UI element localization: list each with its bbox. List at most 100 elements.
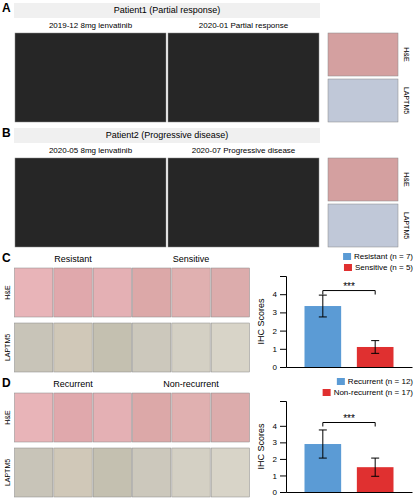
- y-tick-mark: [280, 367, 286, 368]
- y-tick-mark: [280, 331, 286, 332]
- row-label: LAPTM5: [403, 87, 410, 114]
- panel-title: Patient2 (Progressive disease): [106, 130, 229, 140]
- image-placeholder: [172, 323, 210, 372]
- image-placeholder: [15, 158, 166, 247]
- y-tick-mark: [280, 475, 286, 476]
- figure: A Patient1 (Partial response) 2019-12 8mg …: [0, 0, 418, 500]
- image-placeholder: [54, 323, 92, 372]
- image-placeholder: [93, 268, 131, 317]
- y-tick-mark: [280, 442, 286, 443]
- y-tick-mark: [280, 312, 286, 313]
- y-tick: 1: [273, 345, 286, 354]
- legend-label: Sensitive (n = 5): [355, 263, 413, 272]
- y-tick-label: 1: [273, 472, 278, 481]
- image-placeholder: [133, 393, 171, 442]
- image-placeholder: [211, 268, 249, 317]
- y-tick: 4: [273, 422, 286, 431]
- title-background: [14, 3, 320, 18]
- column-title: Recurrent: [53, 379, 93, 389]
- y-tick: 3: [273, 308, 286, 317]
- y-tick-mark: [280, 349, 286, 350]
- image-placeholder: [211, 323, 249, 372]
- image-placeholder: [93, 323, 131, 372]
- subtitle: 2020-01 Partial response: [199, 21, 289, 30]
- y-tick: 2: [273, 327, 286, 336]
- y-axis-title: IHC Scores: [256, 298, 266, 345]
- legend-label: Recurrent (n = 12): [348, 377, 413, 386]
- y-tick: 1: [273, 472, 286, 481]
- row-label: H&E: [403, 172, 410, 187]
- legend-swatch: [323, 389, 331, 396]
- image-placeholder: [211, 448, 249, 497]
- image-placeholder: [172, 448, 210, 497]
- legend: Recurrent (n = 12) Non-recurrent (n = 17): [323, 377, 414, 397]
- legend-label: Non-recurrent (n = 17): [334, 388, 414, 397]
- y-tick-label: 3: [273, 438, 278, 447]
- image-placeholder: [93, 393, 131, 442]
- legend-item: Recurrent (n = 12): [337, 377, 413, 386]
- subtitle: 2019-12 8mg lenvatinib: [49, 21, 133, 30]
- x-axis: [287, 367, 413, 369]
- row-label: LAPTM5: [403, 212, 410, 239]
- y-tick-label: 2: [273, 455, 278, 464]
- y-tick-label: 4: [273, 422, 278, 431]
- x-axis-line: [287, 367, 413, 368]
- row-label: LAPTM5: [4, 334, 11, 361]
- y-tick-label: 0: [273, 488, 278, 497]
- image-placeholder: [168, 33, 319, 122]
- image-placeholder: [15, 448, 53, 497]
- legend-label: Resistant (n = 7): [354, 252, 413, 261]
- image-placeholder: [172, 393, 210, 442]
- y-tick: 3: [273, 438, 286, 447]
- y-axis-title: IHC Scores: [256, 423, 266, 470]
- y-tick-mark: [280, 459, 286, 460]
- panel-label: D: [2, 376, 11, 390]
- y-tick: 2: [273, 455, 286, 464]
- legend-item: Sensitive (n = 5): [344, 263, 413, 272]
- legend-item: Resistant (n = 7): [343, 252, 413, 261]
- error-bar: [371, 341, 379, 354]
- row-label: H&E: [4, 285, 11, 300]
- title-background: [14, 128, 320, 143]
- y-tick-mark: [280, 426, 286, 427]
- image-placeholder: [211, 393, 249, 442]
- image-placeholder: [15, 268, 53, 317]
- column-title: Sensitive: [173, 254, 210, 264]
- image-placeholder: [54, 448, 92, 497]
- y-tick-label: 0: [273, 363, 278, 372]
- plot-area: 0 1 2 3 4 ***: [273, 277, 413, 373]
- y-tick-label: 4: [273, 290, 278, 299]
- y-tick-mark: [280, 294, 286, 295]
- image-placeholder: [328, 79, 398, 122]
- y-tick-label: 2: [273, 327, 278, 336]
- image-placeholder: [15, 33, 166, 122]
- y-axis-line: [280, 277, 287, 368]
- y-axis: 0 1 2 3 4: [273, 402, 287, 498]
- row-label: H&E: [4, 410, 11, 425]
- image-placeholder: [328, 204, 398, 247]
- row-label: H&E: [403, 47, 410, 62]
- y-tick: 4: [273, 290, 286, 299]
- bars: [304, 295, 393, 367]
- plot-area: 01234***: [273, 402, 413, 498]
- legend-item: Non-recurrent (n = 17): [323, 388, 414, 397]
- panel-label: B: [2, 126, 11, 140]
- legend-swatch: [344, 264, 352, 271]
- image-placeholder: [133, 323, 171, 372]
- x-axis-line: [287, 492, 413, 493]
- error-bar: [371, 458, 379, 476]
- annotation: ***: [343, 281, 355, 292]
- panel: B Patient2 (Progressive disease) 2020-05 8…: [2, 126, 410, 247]
- subtitle: 2020-05 8mg lenvatinib: [49, 146, 133, 155]
- column-title: Resistant: [54, 254, 92, 264]
- panel-label: C: [2, 251, 11, 265]
- panel-title: Patient1 (Partial response): [114, 5, 221, 15]
- y-axis-line: [280, 402, 287, 493]
- image-placeholder: [54, 393, 92, 442]
- bars: [304, 430, 393, 492]
- panel: DRecurrentNon-recurrentH&ELAPTM501234***…: [2, 376, 413, 497]
- column-title: Non-recurrent: [163, 379, 219, 389]
- y-tick-mark: [280, 492, 286, 493]
- image-placeholder: [133, 448, 171, 497]
- panel-label: A: [2, 1, 11, 15]
